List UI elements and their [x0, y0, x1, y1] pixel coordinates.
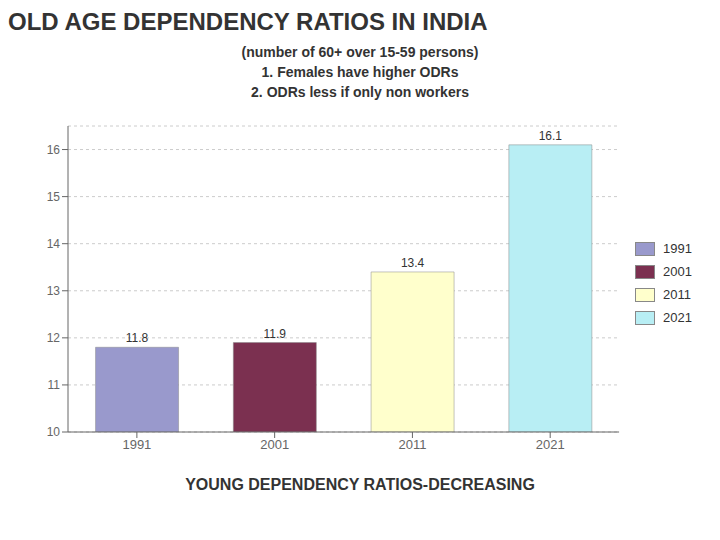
svg-text:11.9: 11.9 [264, 327, 287, 341]
html-text:OLD AGE DEPENDENCY RATIOS IN I: OLD AGE DEPENDENCY RATIOS IN INDIA [8, 8, 488, 35]
svg-text:11.8: 11.8 [126, 331, 149, 345]
svg-text:13.4: 13.4 [401, 256, 425, 270]
html-text:YOUNG DEPENDENCY RATIOS-DECREA: YOUNG DEPENDENCY RATIOS-DECREASING [185, 476, 535, 493]
html-text:2011: 2011 [663, 287, 691, 302]
svg-text:2011: 2011 [398, 437, 426, 452]
html-text:2021: 2021 [663, 310, 692, 325]
svg-text:15: 15 [47, 190, 61, 204]
svg-text:2021: 2021 [536, 437, 565, 452]
html-text:1991: 1991 [663, 241, 692, 256]
html-text:(number of 60+ over 15-59 pers: (number of 60+ over 15-59 persons) [241, 44, 479, 60]
html-text:2. ODRs less if only non worke: 2. ODRs less if only non workers [251, 84, 469, 100]
svg-text:2001: 2001 [260, 437, 289, 452]
html-text:1. Females have higher ODRs: 1. Females have higher ODRs [261, 64, 459, 80]
svg-text:16: 16 [47, 143, 61, 157]
svg-text:1991: 1991 [122, 437, 151, 452]
svg-text:10: 10 [47, 425, 61, 439]
svg-text:11: 11 [48, 378, 61, 392]
html-text:2001: 2001 [663, 264, 692, 279]
svg-text:12: 12 [47, 331, 61, 345]
svg-text:16.1: 16.1 [539, 129, 563, 143]
svg-text:14: 14 [47, 237, 61, 251]
svg-text:13: 13 [47, 284, 61, 298]
